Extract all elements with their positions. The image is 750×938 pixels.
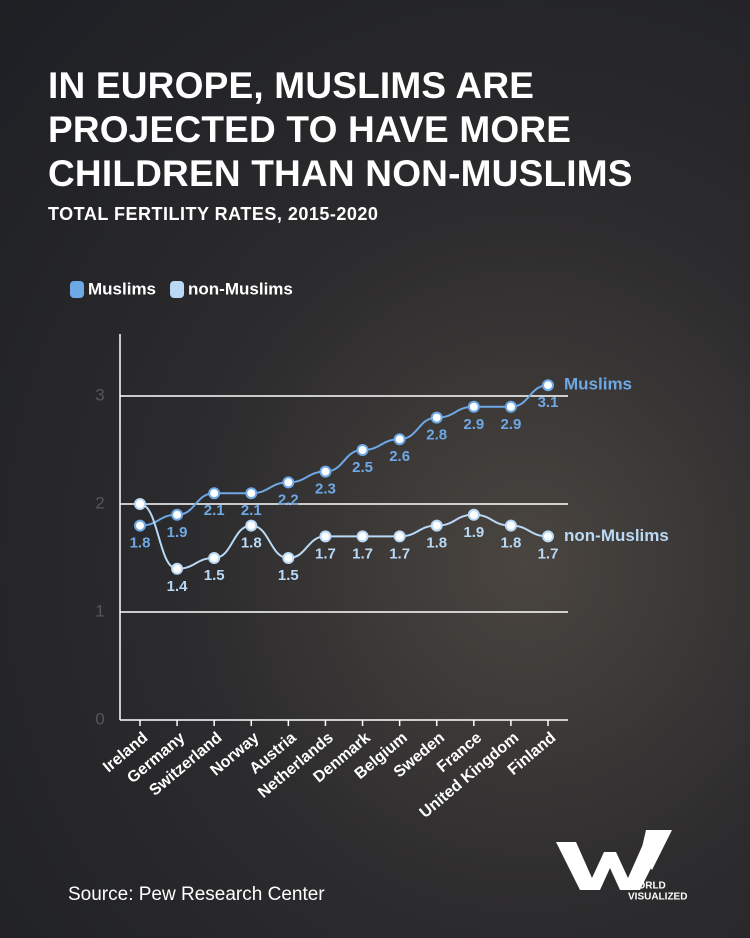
legend-label: Muslims: [88, 279, 156, 298]
data-label: 1.7: [352, 545, 373, 562]
chart-title: IN EUROPE, MUSLIMS ARE PROJECTED TO HAVE…: [48, 65, 633, 194]
data-point: [504, 400, 517, 413]
data-point: [319, 530, 332, 543]
data-label: 1.8: [130, 535, 151, 552]
source: Source: Pew Research Center: [68, 884, 325, 905]
data-point: [134, 519, 146, 532]
data-label: 2.3: [315, 481, 336, 498]
chart-subtitle: TOTAL FERTILITY RATES, 2015-2020: [48, 204, 379, 224]
series-end-label: non-Muslims: [564, 526, 669, 545]
data-label: 3.1: [538, 394, 559, 411]
legend-swatch: [170, 281, 185, 298]
data-point: [542, 379, 554, 392]
data-label: 1.5: [278, 567, 299, 584]
data-label: 2.1: [204, 502, 225, 519]
data-label: 2.9: [500, 416, 521, 433]
data-label: 1.9: [463, 524, 484, 541]
data-point: [208, 552, 221, 564]
data-point: [467, 508, 480, 521]
data-label: 2.1: [241, 502, 262, 519]
data-point: [542, 530, 554, 543]
data-point: [282, 476, 295, 489]
data-point: [393, 433, 406, 446]
data-point: [467, 400, 480, 413]
y-tick-label: 1: [95, 601, 104, 620]
y-tick-label: 2: [95, 493, 104, 512]
legend-swatch: [70, 281, 84, 298]
data-point: [430, 411, 443, 424]
data-label: 1.8: [426, 535, 447, 552]
data-label: 1.9: [167, 524, 188, 541]
data-point: [504, 519, 517, 532]
data-point: [171, 508, 184, 521]
data-label: 2.6: [389, 448, 410, 465]
data-label: 1.7: [538, 545, 559, 562]
logo-text: VISUALIZED: [628, 892, 687, 903]
logo-mark: [640, 830, 672, 870]
data-label: 1.5: [204, 567, 225, 584]
data-point: [356, 444, 369, 456]
logo-mark: [556, 842, 664, 890]
series-line: [139, 503, 549, 570]
data-point: [245, 519, 258, 532]
data-label: 1.7: [315, 545, 336, 562]
data-label: 2.8: [426, 427, 447, 444]
y-tick-label: 3: [95, 385, 104, 404]
data-label: 2.9: [463, 416, 484, 433]
data-point: [393, 530, 406, 543]
data-point: [208, 487, 221, 500]
logo-text: WORLD: [628, 881, 666, 892]
data-point: [171, 562, 184, 575]
data-point: [430, 519, 443, 532]
data-label: 1.8: [500, 535, 521, 552]
data-label: 2.5: [352, 459, 373, 476]
data-point: [245, 487, 258, 500]
series-end-label: Muslims: [564, 375, 632, 394]
data-point: [319, 465, 332, 478]
data-label: 1.8: [241, 535, 262, 552]
data-point: [282, 552, 295, 564]
data-point: [356, 530, 369, 543]
data-point: [134, 498, 146, 510]
data-label: 2.2: [278, 491, 299, 508]
y-tick-label: 0: [95, 709, 104, 728]
data-label: 1.7: [389, 545, 410, 562]
data-label: 1.4: [167, 578, 189, 595]
legend-label: non-Muslims: [188, 279, 293, 298]
